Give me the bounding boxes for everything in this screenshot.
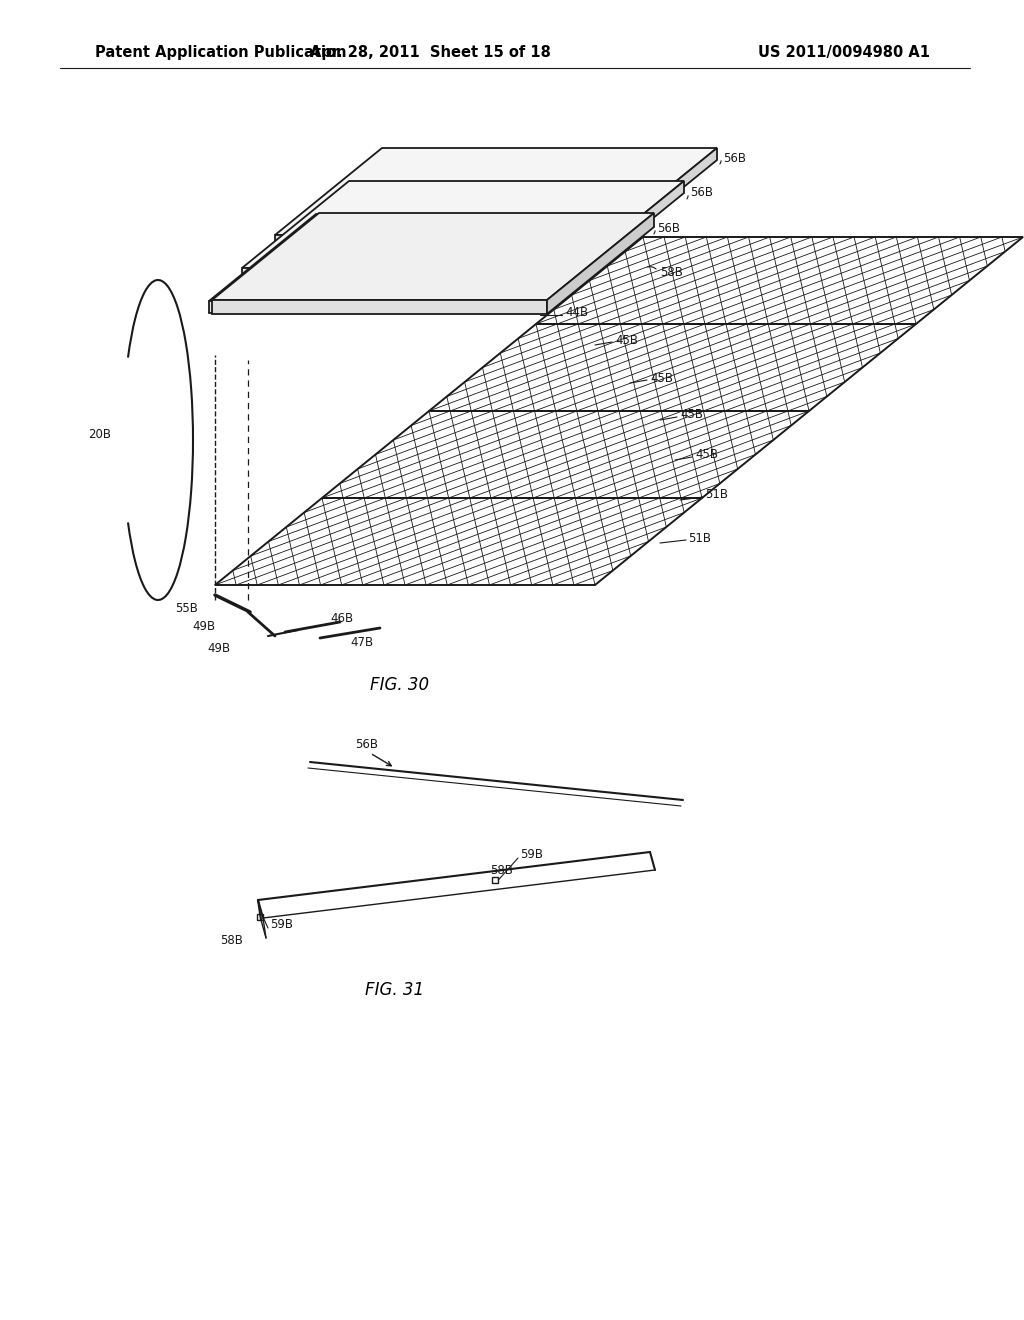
Text: 56B: 56B	[723, 152, 746, 165]
Text: Patent Application Publication: Patent Application Publication	[95, 45, 346, 59]
Polygon shape	[209, 301, 544, 313]
Text: FIG. 30: FIG. 30	[371, 676, 429, 694]
Text: 58B: 58B	[220, 933, 243, 946]
Polygon shape	[242, 268, 577, 280]
Text: 51B: 51B	[705, 488, 728, 502]
Polygon shape	[275, 235, 610, 247]
Polygon shape	[547, 213, 654, 314]
Text: 20B: 20B	[88, 429, 111, 441]
Text: 45B: 45B	[650, 371, 673, 384]
Text: 45B: 45B	[680, 408, 703, 421]
Polygon shape	[610, 148, 717, 247]
Text: 49B: 49B	[207, 642, 230, 655]
Polygon shape	[212, 300, 547, 314]
Text: Apr. 28, 2011  Sheet 15 of 18: Apr. 28, 2011 Sheet 15 of 18	[309, 45, 551, 59]
Polygon shape	[212, 213, 654, 300]
Text: 59B: 59B	[520, 849, 543, 862]
Polygon shape	[275, 148, 717, 235]
Text: 47B: 47B	[350, 636, 373, 649]
Text: 56B: 56B	[657, 222, 680, 235]
Text: 51B: 51B	[688, 532, 711, 544]
Text: 58B: 58B	[490, 863, 513, 876]
Polygon shape	[209, 214, 651, 301]
Text: 59B: 59B	[270, 919, 293, 932]
Text: 45B: 45B	[695, 449, 718, 462]
Text: 58B: 58B	[660, 267, 683, 280]
Text: FIG. 31: FIG. 31	[366, 981, 425, 999]
Text: US 2011/0094980 A1: US 2011/0094980 A1	[758, 45, 930, 59]
Polygon shape	[577, 181, 684, 280]
Text: 56B: 56B	[690, 186, 713, 199]
Text: 55B: 55B	[175, 602, 198, 615]
Text: 49B: 49B	[193, 620, 215, 634]
Text: 45B: 45B	[615, 334, 638, 346]
Text: 46B: 46B	[330, 611, 353, 624]
Text: 44B: 44B	[565, 306, 588, 319]
Polygon shape	[544, 214, 651, 313]
Text: 56B: 56B	[355, 738, 378, 751]
Polygon shape	[242, 181, 684, 268]
